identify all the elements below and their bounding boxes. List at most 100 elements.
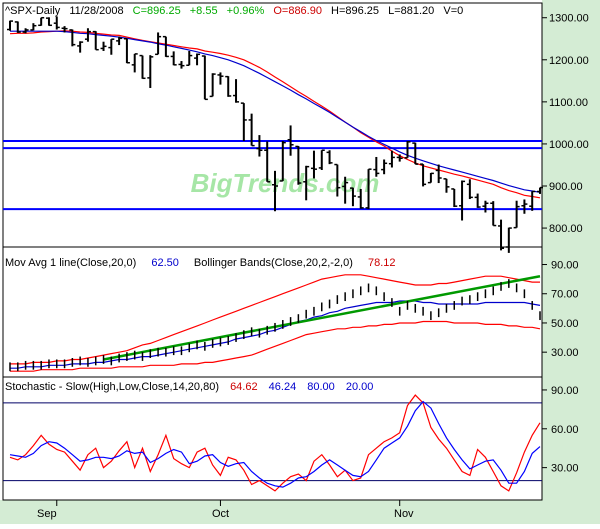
month-label-sep: Sep [37, 508, 57, 520]
ohlc-bar [155, 32, 162, 56]
ohlc-bar [131, 53, 138, 73]
ma-trendline [103, 274, 541, 361]
ohlc-bar [427, 172, 434, 184]
stochastic-legend: Stochastic - Slow(High,Low,Close,14,20,8… [5, 381, 373, 393]
ohlc-bar [505, 227, 512, 253]
ohlc-bar [30, 23, 37, 31]
ma-ytick-label: 50.00 [551, 318, 579, 330]
stochastic-lower-value: 20.00 [346, 381, 374, 393]
ohlc-bar [412, 142, 419, 165]
ohlc-bar [178, 61, 185, 69]
watermark: BigTrends.com [191, 168, 380, 198]
stochastic-upper-value: 80.00 [307, 381, 335, 393]
ohlc-bar [474, 193, 481, 208]
ohlc-bar [466, 179, 473, 200]
axis-background [542, 0, 600, 524]
ohlc-bar [459, 180, 466, 221]
header-high: H=896.25 [331, 5, 379, 17]
ohlc-bar [396, 154, 403, 162]
ohlc-bar [201, 55, 208, 101]
header-low: L=881.20 [388, 5, 434, 17]
ohlc-bar [349, 187, 356, 207]
header-open: O=886.90 [273, 5, 322, 17]
ohlc-bar [233, 79, 240, 103]
ohlc-bar [388, 150, 395, 168]
ma-ytick-label: 90.00 [551, 260, 579, 272]
ma-ytick-label: 70.00 [551, 289, 579, 301]
bollinger-upper [10, 274, 540, 365]
ohlc-bar [45, 17, 52, 27]
ohlc-bar [256, 135, 263, 157]
ohlc-bar [537, 186, 543, 194]
month-label-oct: Oct [212, 508, 229, 520]
ohlc-bar [498, 219, 505, 251]
price-ytick-label: 1000.00 [549, 139, 589, 151]
ma-ytick-label: 30.00 [551, 347, 579, 359]
ohlc-bar [381, 159, 388, 175]
header-change-pct: +0.96% [227, 5, 265, 17]
stochastic-line-1 [9, 400, 541, 488]
ohlc-bar [123, 38, 130, 64]
ohlc-bar [162, 35, 169, 58]
ma-panel [2, 246, 543, 378]
stochastic-ytick-label: 30.00 [551, 463, 579, 475]
header-volume: V=0 [443, 5, 463, 17]
price-panel [2, 2, 543, 248]
ohlc-bar [194, 53, 201, 66]
ohlc-bar [139, 54, 146, 80]
ohlc-bar [287, 125, 294, 156]
price-ytick-label: 1200.00 [549, 55, 589, 67]
stochastic-line-0 [9, 394, 541, 492]
stochastic-ytick-label: 90.00 [551, 385, 579, 397]
ohlc-bar [420, 163, 427, 187]
ohlc-bar [334, 163, 341, 197]
bollinger-value: 78.12 [368, 257, 396, 269]
ohlc-bar [225, 75, 232, 97]
ohlc-bar [435, 164, 442, 184]
ohlc-bar [14, 21, 21, 33]
bollinger-lower [10, 320, 541, 372]
ohlc-bar [513, 200, 520, 229]
header-date: 11/28/2008 [69, 5, 123, 17]
ohlc-bar [248, 113, 255, 147]
ohlc-bar [147, 55, 154, 88]
ohlc-bar [279, 140, 286, 182]
ohlc-bar [318, 149, 325, 171]
ma-plot [9, 274, 541, 372]
ohlc-bar [490, 201, 497, 227]
ohlc-bar [116, 36, 123, 46]
header-line: ^SPX-Daily 11/28/2008 C=896.25 +8.55 +0.… [5, 5, 463, 17]
ohlc-bar [310, 150, 317, 179]
bollinger-title: Bollinger Bands(Close,20,2,-2,0) [194, 257, 353, 269]
stochastic-plot [3, 394, 542, 492]
stochastic-panel [2, 376, 543, 501]
ohlc-bar [22, 28, 29, 34]
price-ma-line-0 [9, 30, 541, 199]
ohlc-bar [303, 165, 310, 201]
ohlc-bar [240, 102, 247, 141]
ohlc-bar [69, 29, 76, 47]
ohlc-bar [404, 140, 411, 159]
ohlc-bar [365, 168, 372, 210]
ohlc-bar [108, 38, 115, 55]
stochastic-k-value: 64.62 [230, 381, 258, 393]
ohlc-bar [326, 150, 333, 165]
ohlc-bar [482, 200, 489, 213]
header-symbol: ^SPX-Daily [5, 5, 61, 17]
stochastic-ytick-label: 60.00 [551, 424, 579, 436]
ohlc-bar [529, 190, 536, 211]
price-ytick-label: 1100.00 [549, 97, 588, 109]
ohlc-bar [61, 26, 68, 33]
ohlc-bar [373, 156, 380, 177]
stochastic-d-value: 46.24 [269, 381, 297, 393]
price-ma-line-1 [10, 30, 541, 193]
price-ytick-label: 800.00 [549, 223, 583, 235]
ohlc-bar [295, 145, 302, 185]
ohlc-bar [170, 51, 177, 66]
ohlc-bar [451, 188, 458, 208]
ohlc-bar [217, 72, 224, 85]
ohlc-bar [53, 16, 60, 30]
month-label-nov: Nov [394, 508, 414, 520]
